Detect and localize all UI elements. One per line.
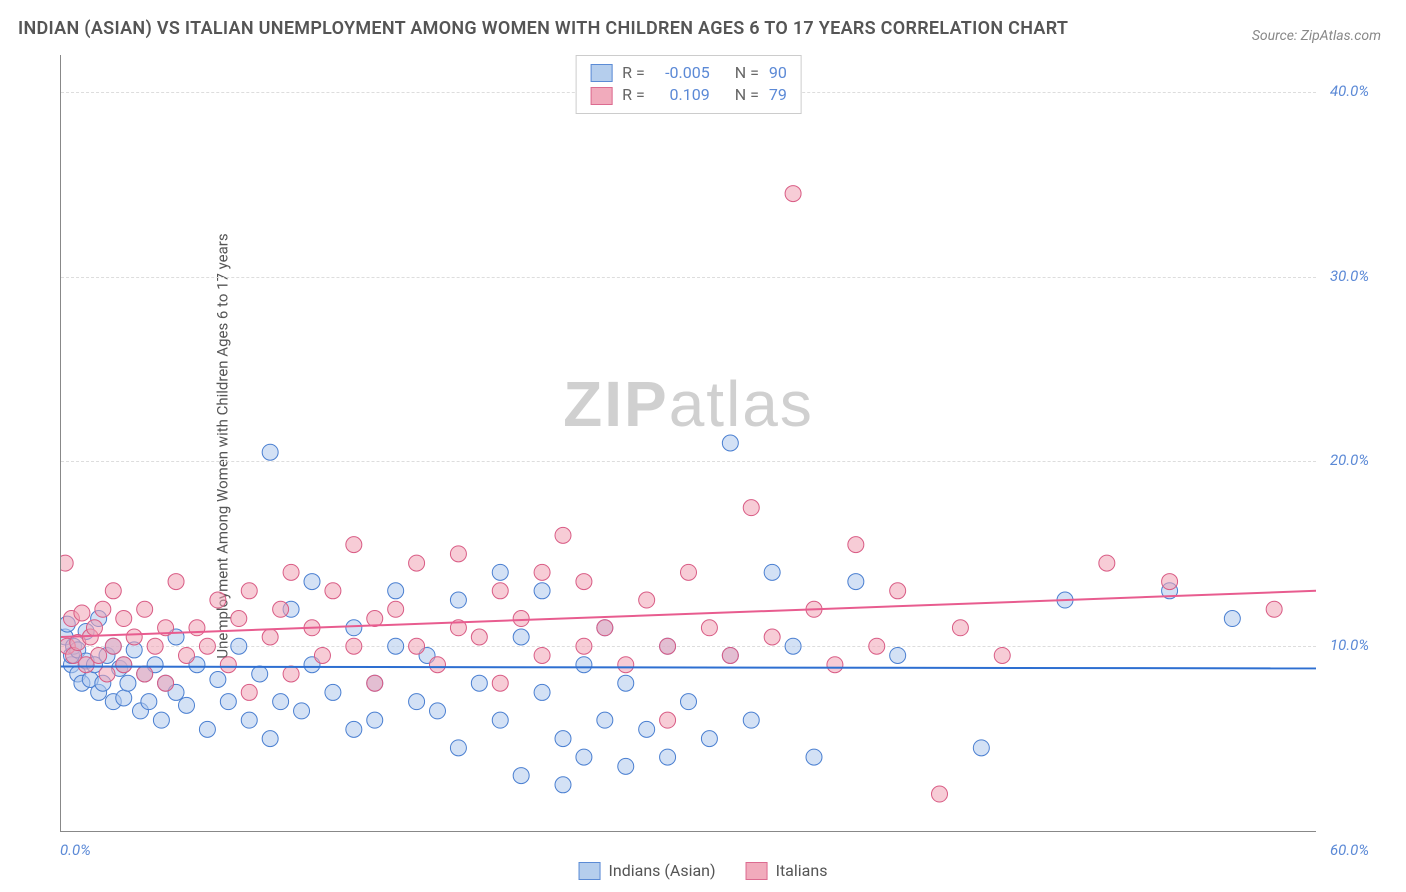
n-label: N = bbox=[735, 62, 759, 84]
y-tick-label: 20.0% bbox=[1330, 451, 1369, 469]
r-value-0: -0.005 bbox=[655, 62, 710, 84]
y-tick-label: 10.0% bbox=[1330, 636, 1369, 654]
legend-label-0: Indians (Asian) bbox=[609, 861, 716, 880]
bottom-legend: Indians (Asian) Italians bbox=[579, 861, 828, 880]
source-label: Source: ZipAtlas.com bbox=[1252, 28, 1381, 44]
legend-item-1: Italians bbox=[746, 861, 828, 880]
plot-area: ZIPatlas R = -0.005 N = 90 R = 0.109 N =… bbox=[60, 55, 1316, 832]
legend-swatch-1 bbox=[746, 862, 768, 880]
stats-legend-box: R = -0.005 N = 90 R = 0.109 N = 79 bbox=[575, 55, 802, 114]
legend-swatch-0 bbox=[579, 862, 601, 880]
x-tick-label: 60.0% bbox=[1330, 841, 1369, 859]
swatch-series-0 bbox=[590, 64, 612, 82]
x-tick-label: 0.0% bbox=[60, 841, 91, 859]
trend-line bbox=[61, 667, 1316, 669]
n-value-1: 79 bbox=[769, 84, 787, 106]
y-tick-label: 30.0% bbox=[1330, 267, 1369, 285]
swatch-series-1 bbox=[590, 87, 612, 105]
trend-lines-layer bbox=[61, 55, 1316, 831]
r-value-1: 0.109 bbox=[655, 84, 710, 106]
legend-label-1: Italians bbox=[776, 861, 828, 880]
n-label: N = bbox=[735, 84, 759, 106]
trend-line bbox=[61, 591, 1316, 637]
n-value-0: 90 bbox=[769, 62, 787, 84]
stats-row-series-0: R = -0.005 N = 90 bbox=[590, 62, 787, 84]
legend-item-0: Indians (Asian) bbox=[579, 861, 716, 880]
chart-title: INDIAN (ASIAN) VS ITALIAN UNEMPLOYMENT A… bbox=[18, 18, 1068, 39]
r-label: R = bbox=[622, 84, 645, 106]
y-tick-label: 40.0% bbox=[1330, 82, 1369, 100]
stats-row-series-1: R = 0.109 N = 79 bbox=[590, 84, 787, 106]
r-label: R = bbox=[622, 62, 645, 84]
